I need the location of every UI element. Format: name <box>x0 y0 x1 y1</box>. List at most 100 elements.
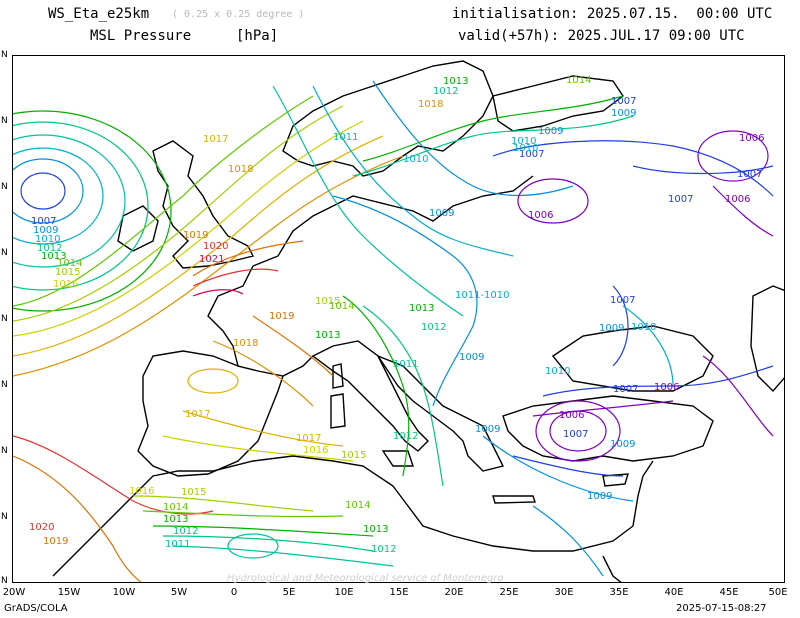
isobar-1016 <box>13 120 364 337</box>
contour-label: 1007 <box>610 295 635 306</box>
isobar-1012c <box>352 115 634 177</box>
contour-label: 1009 <box>429 208 454 219</box>
coast-corsica <box>332 363 344 389</box>
contour-label: 1006 <box>528 210 553 221</box>
isobar-1007 <box>20 172 66 210</box>
init-time: initialisation: 2025.07.15. 00:00 UTC <box>452 6 773 22</box>
isobar-1020-africa <box>13 435 214 515</box>
contour-label: 1018 <box>228 164 253 175</box>
isobar-1011b <box>172 545 394 567</box>
field-name: MSL Pressure <box>90 28 192 44</box>
contour-label: 1007 <box>611 96 636 107</box>
coast-north-africa <box>52 455 634 577</box>
lat-tick: N <box>1 512 8 522</box>
isobar-1010 <box>13 147 104 245</box>
lon-tick: 25E <box>499 587 519 598</box>
isobar-1019 <box>192 240 304 277</box>
contour-label: 1010 <box>631 322 656 333</box>
contour-label: 1017 <box>296 433 321 444</box>
contour-label: 1011-1010 <box>455 290 510 301</box>
isobar-1011 <box>13 134 126 268</box>
lat-tick: N <box>1 182 8 192</box>
isobar-1015b <box>132 495 314 512</box>
valid-time: valid(+57h): 2025.JUL.17 09:00 UTC <box>458 28 745 44</box>
contour-label: 1009 <box>459 352 484 363</box>
lat-tick: N <box>1 446 8 456</box>
coast-caspian <box>750 285 784 393</box>
contour-label: 1014 <box>345 500 370 511</box>
isobar-1006-east1 <box>517 178 589 224</box>
lon-tick: 5W <box>170 587 188 598</box>
isobar-1009f <box>532 505 604 577</box>
lon-tick: 45E <box>719 587 739 598</box>
lon-tick: 35E <box>609 587 629 598</box>
lat-tick: N <box>1 116 8 126</box>
isobar-1021 <box>192 289 244 297</box>
lat-tick: N <box>1 380 8 390</box>
coast-levant <box>632 460 654 527</box>
isobar-1018b <box>212 340 314 407</box>
coast-finland <box>492 75 624 132</box>
isobar-1019b <box>252 315 334 377</box>
isobar-1020 <box>192 268 279 287</box>
field-unit: [hPa] <box>236 28 279 44</box>
isobar-1011c <box>272 85 464 317</box>
contour-label: 1010 <box>403 154 428 165</box>
contour-label: 1014 <box>163 502 188 513</box>
lon-tick: 10W <box>112 587 136 598</box>
contour-label: 1016 <box>303 445 328 456</box>
contour-label: 1010 <box>513 143 538 154</box>
contour-label: 1014 <box>329 301 354 312</box>
isobar-1017b <box>182 410 344 447</box>
lon-tick: 15E <box>389 587 409 598</box>
coast-sicily <box>381 450 414 467</box>
contour-label: 1011 <box>393 359 418 370</box>
contour-label: 1015 <box>181 487 206 498</box>
isobar-1006-east2 <box>697 130 769 182</box>
isobar-1014b <box>142 510 344 518</box>
isobar-1013c <box>362 95 624 162</box>
coast-balkans <box>376 354 505 472</box>
model-resolution: ( 0.25 x 0.25 degree ) <box>172 9 305 20</box>
isobar-1019-africa <box>13 455 142 582</box>
contour-label: 1007 <box>563 429 588 440</box>
isobar-1016b <box>162 435 354 462</box>
coast-france <box>207 265 314 377</box>
coast-red-sea <box>602 555 622 582</box>
contour-label: 1009 <box>538 126 563 137</box>
contour-label: 1018 <box>418 99 443 110</box>
isobar-1007f <box>512 455 624 477</box>
contour-label: 1014 <box>57 258 82 269</box>
isobar-1012b <box>162 535 374 552</box>
contour-label: 1017 <box>185 409 210 420</box>
isobar-1012 <box>13 121 149 291</box>
isobar-1005-ring <box>549 410 607 452</box>
lon-tick: 10E <box>334 587 354 598</box>
contour-label: 1009 <box>610 439 635 450</box>
coast-great-britain <box>152 140 255 269</box>
coast-cyprus <box>602 473 629 487</box>
contour-label: 1015 <box>315 296 340 307</box>
isobar-1009c <box>372 80 574 197</box>
lon-tick: 0 <box>230 587 238 598</box>
contour-label: 1007 <box>737 169 762 180</box>
isobar-1006e <box>532 400 674 417</box>
lon-tick: 20W <box>2 587 26 598</box>
coast-scandinavia <box>282 60 494 177</box>
coast-ireland <box>117 205 159 252</box>
lat-tick: N <box>1 314 8 324</box>
contour-label: 1007 <box>31 216 56 227</box>
isobars <box>13 80 774 582</box>
contour-label: 1012 <box>173 526 198 537</box>
contour-label: 1013 <box>163 514 188 525</box>
isobar-1007c <box>632 165 774 175</box>
coast-turkey <box>502 395 714 462</box>
isobar-1014 <box>13 95 314 307</box>
contour-label: 1009 <box>475 424 500 435</box>
contour-label: 1012 <box>433 86 458 97</box>
isobar-1009e <box>482 435 634 502</box>
contour-label: 1011 <box>333 132 358 143</box>
contour-label: 1012 <box>371 544 396 555</box>
contour-label: 1007 <box>668 194 693 205</box>
contour-label: 1007 <box>613 384 638 395</box>
